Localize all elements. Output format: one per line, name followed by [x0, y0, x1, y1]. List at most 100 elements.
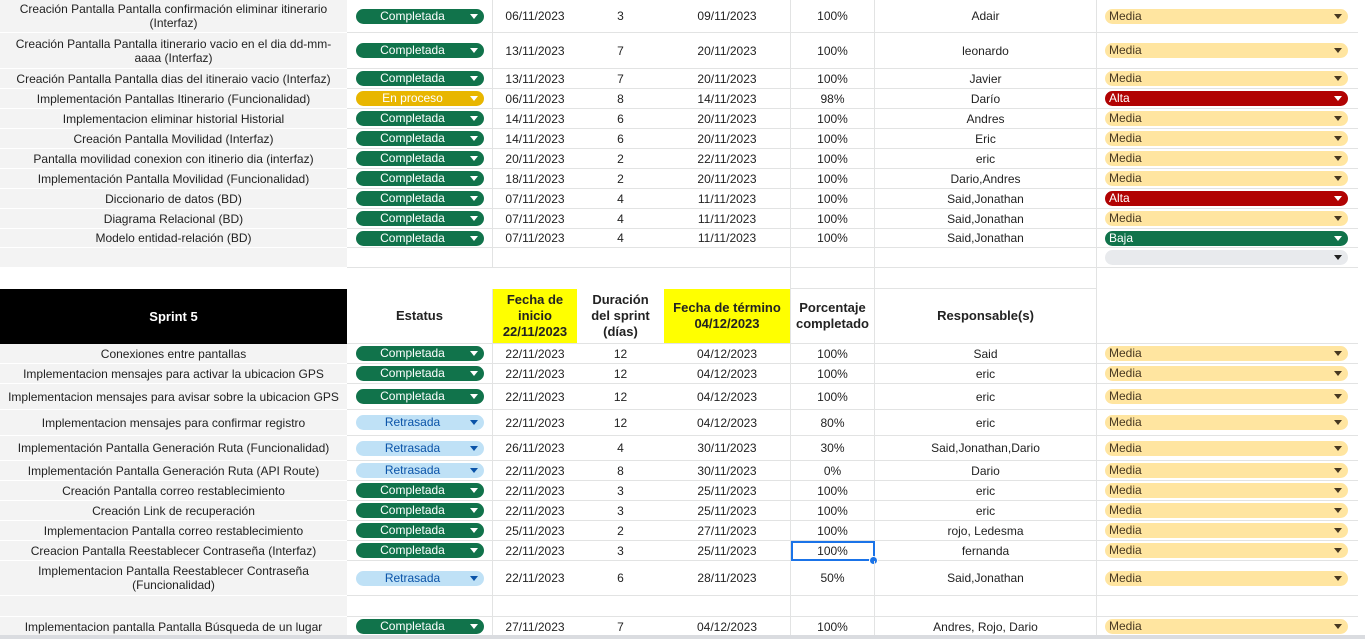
priority-dropdown[interactable]: Media: [1105, 483, 1348, 498]
status-dropdown[interactable]: Completada: [355, 366, 484, 381]
status-cell[interactable]: Completada: [347, 129, 493, 149]
duration-cell[interactable]: [577, 596, 664, 617]
end-date-cell[interactable]: 14/11/2023: [664, 89, 791, 109]
status-cell[interactable]: Retrasada: [347, 436, 493, 461]
status-dropdown[interactable]: Retrasada: [355, 570, 484, 586]
duration-cell[interactable]: 3: [577, 481, 664, 501]
percent-cell[interactable]: 100%: [791, 169, 875, 189]
task-name-cell[interactable]: Implementacion mensajes para confirmar r…: [0, 410, 347, 436]
task-name-cell[interactable]: Implementación Pantallas Itinerario (Fun…: [0, 89, 347, 109]
status-cell[interactable]: Completada: [347, 344, 493, 364]
start-date-cell[interactable]: 22/11/2023: [493, 410, 577, 436]
end-date-cell[interactable]: 04/12/2023: [664, 410, 791, 436]
task-name-cell[interactable]: Creación Pantalla Pantalla itinerario va…: [0, 33, 347, 69]
percent-cell[interactable]: 100%: [791, 189, 875, 209]
status-dropdown[interactable]: Completada: [355, 71, 484, 86]
task-name-cell[interactable]: Implementacion eliminar historial Histor…: [0, 109, 347, 129]
duration-cell[interactable]: 12: [577, 410, 664, 436]
end-date-cell[interactable]: 04/12/2023: [664, 364, 791, 384]
start-date-cell[interactable]: 14/11/2023: [493, 129, 577, 149]
status-cell[interactable]: Completada: [347, 69, 493, 89]
task-name-cell[interactable]: Creación Pantalla correo restablecimient…: [0, 481, 347, 501]
end-date-cell[interactable]: 04/12/2023: [664, 384, 791, 410]
start-date-cell[interactable]: 13/11/2023: [493, 69, 577, 89]
status-dropdown[interactable]: Completada: [355, 483, 484, 498]
percent-cell[interactable]: 98%: [791, 89, 875, 109]
header-status[interactable]: Estatus: [347, 289, 493, 344]
percent-cell[interactable]: 100%: [791, 364, 875, 384]
duration-cell[interactable]: 6: [577, 129, 664, 149]
end-date-cell[interactable]: 20/11/2023: [664, 33, 791, 69]
duration-cell[interactable]: 6: [577, 561, 664, 596]
duration-cell[interactable]: 2: [577, 149, 664, 169]
status-dropdown[interactable]: Completada: [355, 503, 484, 518]
duration-cell[interactable]: 7: [577, 617, 664, 637]
priority-dropdown[interactable]: Alta: [1105, 91, 1348, 106]
start-date-cell[interactable]: 27/11/2023: [493, 617, 577, 637]
percent-cell[interactable]: 100%: [791, 229, 875, 248]
task-name-cell[interactable]: Implementacion pantalla Pantalla Búsqued…: [0, 617, 347, 637]
owner-cell[interactable]: rojo, Ledesma: [875, 521, 1097, 541]
percent-cell[interactable]: 100%: [791, 501, 875, 521]
end-date-cell[interactable]: 30/11/2023: [664, 436, 791, 461]
status-dropdown[interactable]: Retrasada: [355, 440, 484, 456]
owner-cell[interactable]: Said,Jonathan: [875, 189, 1097, 209]
percent-cell[interactable]: 30%: [791, 436, 875, 461]
empty-owner-cell[interactable]: [875, 248, 1097, 268]
priority-cell[interactable]: Media: [1097, 384, 1358, 410]
header-owner[interactable]: Responsable(s): [875, 289, 1097, 344]
status-dropdown[interactable]: Completada: [355, 543, 484, 558]
owner-cell[interactable]: Adair: [875, 0, 1097, 33]
empty-task-cell[interactable]: [0, 248, 347, 268]
empty-percent-cell[interactable]: [791, 248, 875, 268]
duration-cell[interactable]: 8: [577, 89, 664, 109]
percent-cell[interactable]: 100%: [791, 481, 875, 501]
start-date-cell[interactable]: 22/11/2023: [493, 481, 577, 501]
priority-cell[interactable]: Alta: [1097, 189, 1358, 209]
start-date-cell[interactable]: 22/11/2023: [493, 344, 577, 364]
duration-cell[interactable]: 12: [577, 384, 664, 410]
priority-cell[interactable]: [1097, 596, 1358, 617]
status-cell[interactable]: [347, 596, 493, 617]
status-cell[interactable]: Completada: [347, 521, 493, 541]
priority-cell[interactable]: Media: [1097, 109, 1358, 129]
end-date-cell[interactable]: 04/12/2023: [664, 344, 791, 364]
percent-cell[interactable]: 100%: [791, 33, 875, 69]
priority-dropdown[interactable]: Media: [1105, 503, 1348, 518]
duration-cell[interactable]: 7: [577, 33, 664, 69]
owner-cell[interactable]: eric: [875, 410, 1097, 436]
owner-cell[interactable]: Said,Jonathan,Dario: [875, 436, 1097, 461]
status-cell[interactable]: Completada: [347, 169, 493, 189]
percent-cell[interactable]: 100%: [791, 521, 875, 541]
owner-cell[interactable]: eric: [875, 501, 1097, 521]
duration-cell[interactable]: 8: [577, 461, 664, 481]
priority-dropdown[interactable]: Media: [1105, 570, 1348, 586]
duration-cell[interactable]: 4: [577, 209, 664, 229]
percent-cell[interactable]: 100%: [791, 384, 875, 410]
end-date-cell[interactable]: 20/11/2023: [664, 109, 791, 129]
percent-cell[interactable]: 100%: [791, 344, 875, 364]
status-dropdown[interactable]: Completada: [355, 523, 484, 538]
priority-cell[interactable]: Media: [1097, 561, 1358, 596]
header-duration[interactable]: Duración del sprint (días): [577, 289, 664, 344]
percent-cell[interactable]: 80%: [791, 410, 875, 436]
end-date-cell[interactable]: [664, 596, 791, 617]
priority-cell[interactable]: Media: [1097, 436, 1358, 461]
task-name-cell[interactable]: Pantalla movilidad conexion con itinerio…: [0, 149, 347, 169]
task-name-cell[interactable]: Implementacion Pantalla Reestablecer Con…: [0, 561, 347, 596]
header-priority-empty[interactable]: [1097, 289, 1358, 344]
owner-cell[interactable]: eric: [875, 384, 1097, 410]
task-name-cell[interactable]: Creacion Pantalla Reestablecer Contraseñ…: [0, 541, 347, 561]
owner-cell[interactable]: leonardo: [875, 33, 1097, 69]
percent-cell[interactable]: 0%: [791, 461, 875, 481]
priority-dropdown[interactable]: Media: [1105, 415, 1348, 430]
status-dropdown[interactable]: En proceso: [355, 91, 484, 106]
owner-cell[interactable]: [875, 596, 1097, 617]
start-date-cell[interactable]: 22/11/2023: [493, 541, 577, 561]
start-date-cell[interactable]: 14/11/2023: [493, 109, 577, 129]
end-date-cell[interactable]: 25/11/2023: [664, 501, 791, 521]
status-dropdown[interactable]: Retrasada: [355, 415, 484, 430]
percent-cell[interactable]: 100%: [791, 0, 875, 33]
priority-cell[interactable]: Media: [1097, 169, 1358, 189]
task-name-cell[interactable]: Diccionario de datos (BD): [0, 189, 347, 209]
